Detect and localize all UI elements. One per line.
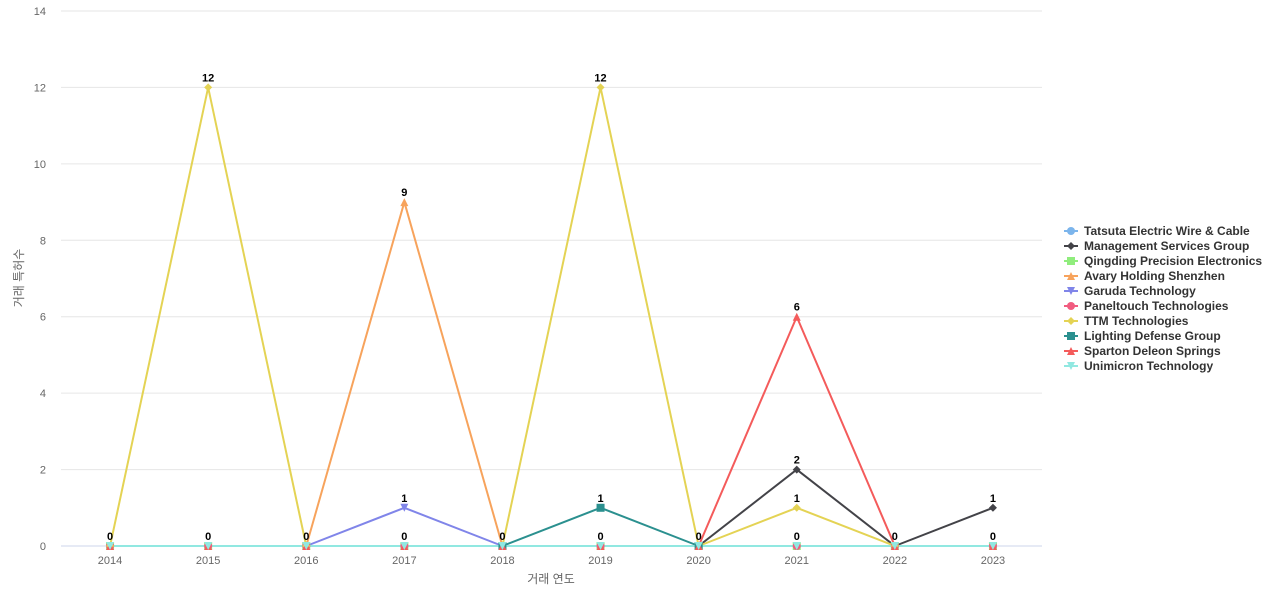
data-point-lighting-defense-group [596,503,605,512]
data-point-unimicron-technology [694,542,703,550]
data-label: 0 [107,531,113,543]
data-label: 1 [597,493,603,505]
legend-marker [1067,242,1075,250]
legend-marker [1067,317,1075,325]
data-point-unimicron-technology [302,542,311,550]
legend-label: Paneltouch Technologies [1084,299,1229,313]
data-label: 0 [794,531,800,543]
legend-item-management-services-group[interactable]: Management Services Group [1064,239,1249,253]
data-label: 1 [794,493,800,505]
data-label: 12 [594,72,606,84]
legend: Tatsuta Electric Wire & CableManagement … [1064,224,1262,373]
x-tick-label: 2018 [490,555,514,567]
y-tick-label: 8 [40,235,46,247]
data-label: 6 [794,302,800,314]
data-label: 12 [202,72,214,84]
data-point-unimicron-technology [400,542,409,550]
legend-label: TTM Technologies [1084,314,1189,328]
data-label: 9 [401,187,407,199]
legend-item-qingding-precision-electronics[interactable]: Qingding Precision Electronics [1064,254,1262,268]
data-label: 0 [205,531,211,543]
series-line-sparton-deleon-springs [110,315,993,547]
data-point-unimicron-technology [988,542,997,550]
legend-item-tatsuta-electric-wire-cable[interactable]: Tatsuta Electric Wire & Cable [1064,224,1250,238]
legend-label: Sparton Deleon Springs [1084,344,1221,358]
x-tick-label: 2015 [196,555,220,567]
legend-marker [1067,227,1075,235]
data-label: 0 [892,531,898,543]
legend-label: Garuda Technology [1084,284,1196,298]
data-labels: 0 12 0 0 9 1 0 0 12 1 0 0 6 2 1 0 0 1 0 [107,72,996,543]
legend-marker [1067,287,1075,295]
data-label: 0 [696,531,702,543]
legend-label: Lighting Defense Group [1084,329,1221,343]
x-tick-label: 2019 [588,555,612,567]
x-tick-label: 2022 [883,555,907,567]
legend-item-ttm-technologies[interactable]: TTM Technologies [1064,314,1189,328]
legend-marker [1067,332,1075,340]
y-tick-label: 0 [40,541,46,553]
x-tick-label: 2016 [294,555,318,567]
data-point-sparton-deleon-springs [792,312,801,321]
data-point-unimicron-technology [890,542,899,550]
legend-label: Avary Holding Shenzhen [1084,269,1225,283]
data-point-ttm-technologies [204,83,213,92]
data-point-unimicron-technology [204,542,213,550]
data-point-unimicron-technology [792,542,801,550]
data-point-management-services-group [792,465,801,474]
data-point-ttm-technologies [792,503,801,512]
y-tick-label: 14 [34,6,46,18]
x-tick-label: 2017 [392,555,416,567]
data-label: 2 [794,455,800,467]
data-point-management-services-group [988,503,997,512]
data-label: 0 [303,531,309,543]
legend-item-avary-holding-shenzhen[interactable]: Avary Holding Shenzhen [1064,269,1225,283]
legend-label: Tatsuta Electric Wire & Cable [1084,224,1250,238]
x-tick-label: 2021 [785,555,809,567]
legend-item-lighting-defense-group[interactable]: Lighting Defense Group [1064,329,1221,343]
data-label: 0 [499,531,505,543]
legend-item-garuda-technology[interactable]: Garuda Technology [1064,284,1196,298]
data-point-unimicron-technology [498,542,507,550]
legend-marker [1067,347,1075,355]
data-label: 0 [401,531,407,543]
y-tick-label: 6 [40,312,46,324]
legend-marker [1067,362,1075,370]
y-tick-label: 4 [40,388,46,400]
legend-item-sparton-deleon-springs[interactable]: Sparton Deleon Springs [1064,344,1221,358]
y-axis: 0 2 4 6 8 10 12 14 [34,6,46,553]
x-tick-label: 2023 [981,555,1005,567]
x-tick-label: 2020 [686,555,710,567]
legend-item-unimicron-technology[interactable]: Unimicron Technology [1064,359,1213,373]
legend-item-paneltouch-technologies[interactable]: Paneltouch Technologies [1064,299,1229,313]
data-point-garuda-technology [400,503,409,512]
data-label: 0 [597,531,603,543]
legend-label: Management Services Group [1084,239,1249,253]
y-tick-label: 10 [34,159,46,171]
data-point-avary-holding-shenzhen [400,198,409,207]
legend-label: Qingding Precision Electronics [1084,254,1262,268]
data-label: 1 [990,493,996,505]
x-axis-title: 거래 연도 [527,572,575,586]
legend-marker [1067,257,1075,265]
data-label: 0 [990,531,996,543]
legend-label: Unimicron Technology [1084,359,1213,373]
data-label: 1 [401,493,407,505]
legend-marker [1067,272,1075,280]
y-tick-label: 2 [40,465,46,477]
x-tick-label: 2014 [98,555,122,567]
series-line-management-services-group [698,468,994,547]
y-axis-title: 거래 특허수 [12,249,26,308]
data-point-unimicron-technology [106,542,115,550]
legend-marker [1067,302,1075,310]
y-tick-label: 12 [34,82,46,94]
series-markers [106,83,997,550]
data-point-ttm-technologies [596,83,605,92]
data-point-unimicron-technology [596,542,605,550]
